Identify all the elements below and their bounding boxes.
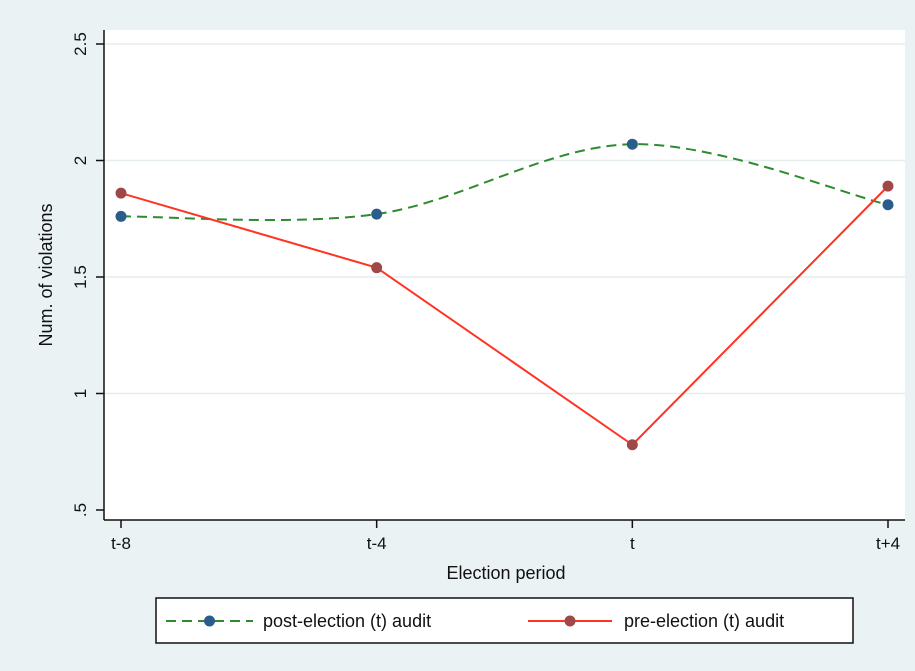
- x-axis-title: Election period: [446, 563, 565, 583]
- y-tick-label: 2.5: [71, 32, 90, 56]
- legend: post-election (t) audit pre-election (t) …: [155, 597, 854, 644]
- series-line-0: [120, 143, 889, 221]
- legend-label-0: post-election (t) audit: [263, 611, 431, 631]
- series-group: [115, 138, 894, 451]
- x-axis-ticks: t-8 t-4 t t+4: [111, 520, 900, 553]
- y-axis-ticks: .5 1 1.5 2 2.5: [71, 32, 104, 517]
- legend-marker-0: [204, 615, 215, 627]
- series-point-1: [115, 187, 127, 199]
- legend-marker-1: [564, 615, 576, 627]
- series-point-0: [626, 138, 638, 150]
- legend-label-1: pre-election (t) audit: [624, 611, 784, 631]
- x-tick-label: t+4: [876, 534, 900, 553]
- x-tick-label: t-8: [111, 534, 131, 553]
- legend-box: [155, 597, 854, 644]
- y-tick-label: 1: [71, 389, 90, 398]
- y-tick-label: .5: [71, 503, 90, 517]
- grid-lines: [104, 43, 905, 395]
- series-line-1: [120, 185, 889, 447]
- series-point-0: [371, 208, 383, 220]
- x-tick-label: t-4: [367, 534, 387, 553]
- series-point-0: [882, 199, 894, 211]
- x-tick-label: t: [630, 534, 635, 553]
- y-tick-label: 1.5: [71, 265, 90, 289]
- series-point-1: [626, 439, 638, 451]
- series-point-1: [882, 180, 894, 192]
- y-axis-title: Num. of violations: [36, 203, 56, 346]
- series-point-1: [371, 262, 383, 274]
- plot-area: [104, 30, 905, 520]
- series-point-0: [115, 210, 127, 222]
- y-tick-label: 2: [71, 156, 90, 165]
